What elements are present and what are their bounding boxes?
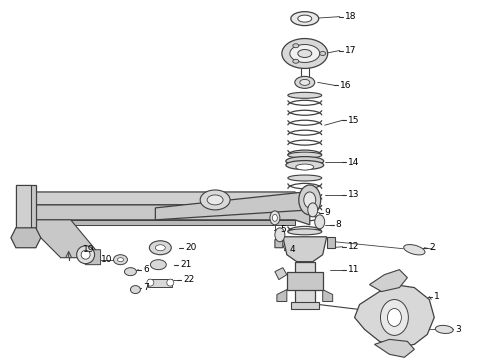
Ellipse shape [147, 279, 154, 286]
Ellipse shape [435, 325, 453, 333]
Ellipse shape [296, 164, 314, 170]
Ellipse shape [286, 161, 324, 170]
Polygon shape [323, 289, 333, 302]
Ellipse shape [299, 185, 321, 215]
Text: 17: 17 [344, 46, 356, 55]
Ellipse shape [293, 59, 299, 63]
Ellipse shape [295, 76, 315, 88]
Ellipse shape [150, 260, 166, 270]
Polygon shape [155, 192, 310, 220]
Ellipse shape [288, 152, 322, 158]
Ellipse shape [155, 245, 165, 251]
Polygon shape [283, 237, 327, 262]
Ellipse shape [200, 190, 230, 210]
Ellipse shape [81, 250, 90, 259]
Ellipse shape [388, 309, 401, 327]
Polygon shape [369, 270, 407, 292]
Polygon shape [16, 185, 31, 228]
Ellipse shape [149, 241, 171, 255]
Polygon shape [81, 250, 100, 265]
Ellipse shape [319, 51, 326, 55]
Ellipse shape [315, 215, 325, 229]
Ellipse shape [114, 255, 127, 265]
Text: 9: 9 [325, 208, 330, 217]
Text: 16: 16 [340, 81, 351, 90]
Polygon shape [327, 237, 335, 248]
Polygon shape [31, 220, 295, 225]
Ellipse shape [118, 258, 123, 262]
Ellipse shape [167, 279, 174, 286]
Text: 20: 20 [185, 243, 196, 252]
Ellipse shape [288, 92, 322, 98]
Ellipse shape [300, 80, 310, 85]
Polygon shape [275, 237, 283, 248]
Text: 4: 4 [290, 245, 295, 254]
Text: 13: 13 [347, 190, 359, 199]
Ellipse shape [270, 211, 280, 225]
Polygon shape [31, 205, 310, 225]
Ellipse shape [298, 50, 312, 58]
Text: 11: 11 [347, 265, 359, 274]
Text: 15: 15 [347, 116, 359, 125]
Ellipse shape [298, 15, 312, 22]
Text: 22: 22 [183, 275, 195, 284]
Text: 6: 6 [144, 265, 149, 274]
Text: 7: 7 [144, 283, 149, 292]
Ellipse shape [304, 192, 316, 208]
Ellipse shape [282, 39, 328, 68]
Bar [295, 262, 315, 307]
Ellipse shape [76, 246, 95, 264]
Polygon shape [31, 192, 310, 208]
Ellipse shape [293, 44, 299, 48]
Bar [287, 272, 323, 289]
Ellipse shape [207, 195, 223, 205]
Polygon shape [355, 285, 434, 347]
Text: 21: 21 [180, 260, 192, 269]
Ellipse shape [288, 175, 322, 181]
Text: 14: 14 [347, 158, 359, 167]
Bar [291, 302, 318, 310]
Text: 18: 18 [344, 12, 356, 21]
Ellipse shape [124, 268, 136, 276]
Text: 12: 12 [347, 242, 359, 251]
Ellipse shape [404, 244, 425, 255]
Polygon shape [277, 289, 287, 302]
Text: 5: 5 [280, 225, 286, 234]
Text: 2: 2 [429, 243, 435, 252]
Ellipse shape [130, 285, 141, 293]
Ellipse shape [272, 214, 277, 221]
Ellipse shape [275, 228, 285, 242]
Text: 8: 8 [336, 220, 342, 229]
Polygon shape [374, 339, 415, 357]
Polygon shape [16, 185, 36, 228]
Bar [148, 279, 172, 287]
Text: 19: 19 [83, 245, 94, 254]
Polygon shape [275, 268, 287, 280]
Ellipse shape [308, 203, 318, 217]
Ellipse shape [290, 45, 319, 62]
Ellipse shape [286, 157, 324, 166]
Polygon shape [31, 220, 96, 258]
Ellipse shape [288, 229, 322, 235]
Ellipse shape [291, 12, 318, 26]
Polygon shape [11, 228, 41, 248]
Text: 3: 3 [455, 325, 461, 334]
Ellipse shape [380, 300, 408, 336]
Text: 1: 1 [434, 292, 440, 301]
Text: 10: 10 [100, 255, 112, 264]
